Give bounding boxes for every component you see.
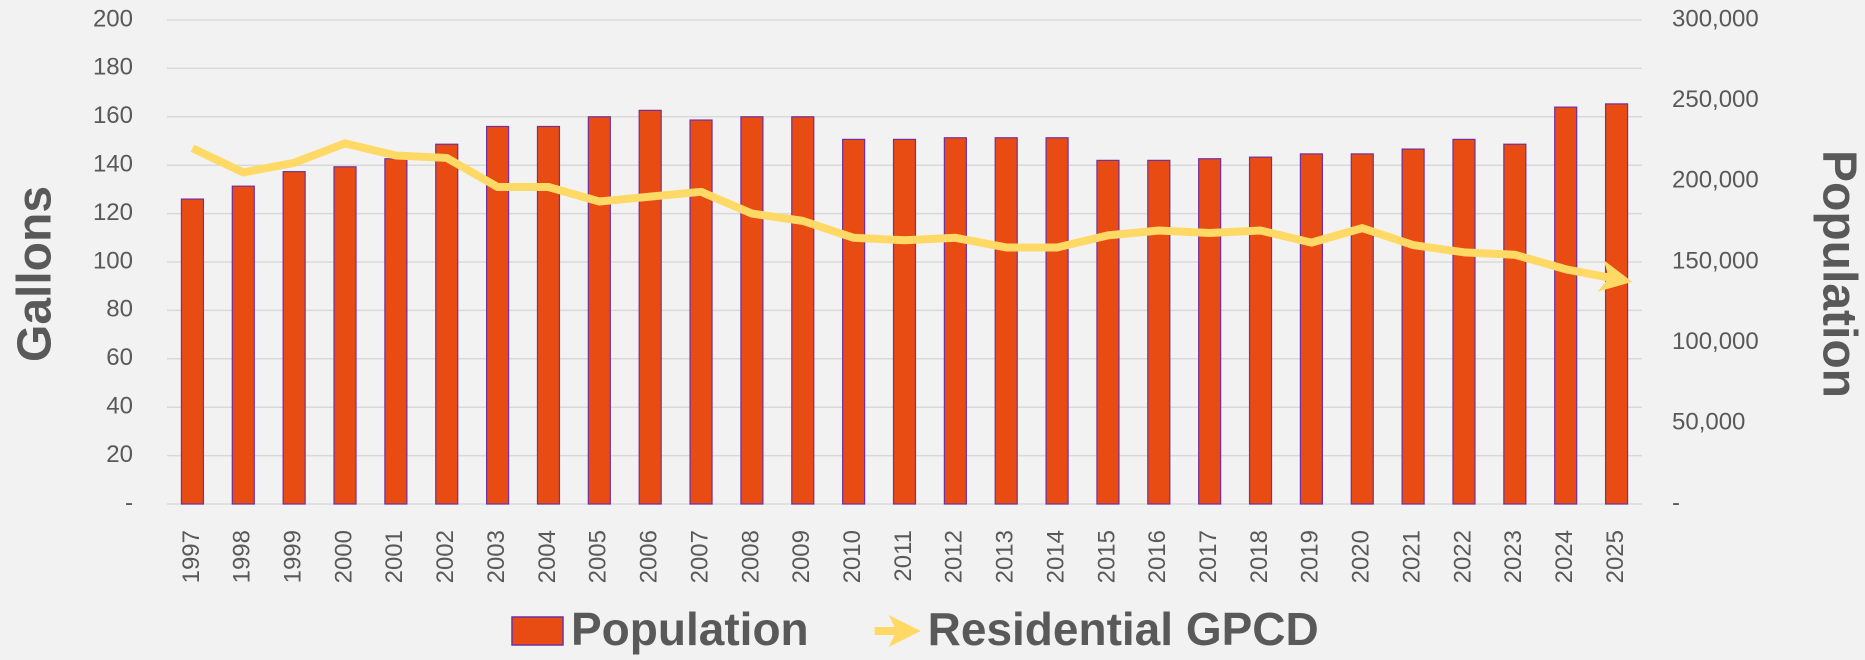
y-tick-label: 80 — [106, 296, 133, 323]
bar — [333, 166, 357, 505]
y2-tick-label: 300,000 — [1672, 5, 1759, 32]
x-tick-label: 2023 — [1500, 530, 1527, 583]
bar — [740, 116, 764, 505]
bar — [384, 158, 408, 505]
x-tick-label: 2013 — [992, 530, 1019, 583]
x-tick-label: 1998 — [229, 530, 256, 583]
bar — [689, 119, 713, 505]
x-tick-label: 2012 — [941, 530, 968, 583]
x-tick-label: 2021 — [1398, 530, 1425, 583]
x-tick-label: 2002 — [432, 530, 459, 583]
legend-label: Residential GPCD — [928, 603, 1319, 655]
bar — [1198, 158, 1222, 505]
y2-tick-label: 250,000 — [1672, 86, 1759, 113]
x-tick-label: 1999 — [279, 530, 306, 583]
y2-tick-label: 150,000 — [1672, 247, 1759, 274]
bar — [1452, 138, 1476, 505]
y-tick-label: 60 — [106, 344, 133, 371]
x-tick-label: 2020 — [1348, 530, 1375, 583]
legend-label: Population — [571, 603, 809, 655]
x-tick-label: 2003 — [483, 530, 510, 583]
y-tick-label: 100 — [93, 247, 133, 274]
bar — [1096, 159, 1120, 505]
x-tick-label: 2015 — [1093, 530, 1120, 583]
bar — [435, 143, 459, 505]
bar — [1299, 153, 1323, 505]
bar — [791, 116, 815, 505]
bar — [638, 109, 662, 505]
bar — [1350, 153, 1374, 505]
bar — [994, 137, 1018, 505]
bar — [1503, 143, 1527, 505]
y-tick-label: 180 — [93, 54, 133, 81]
bar — [180, 198, 205, 505]
bar — [1045, 137, 1069, 505]
x-tick-label: 2010 — [839, 530, 866, 583]
bar — [892, 138, 917, 505]
y2-axis-title: Population — [1812, 150, 1865, 398]
bar — [536, 125, 561, 505]
y-tick-label: 40 — [106, 393, 133, 420]
bar — [587, 116, 611, 505]
legend-swatch — [511, 616, 564, 646]
x-tick-label: 2001 — [381, 530, 408, 583]
y-tick-label: 160 — [93, 102, 133, 129]
y-tick-label: 120 — [93, 199, 133, 226]
bar — [231, 185, 255, 505]
x-tick-label: 2005 — [585, 530, 612, 583]
x-tick-label: 2014 — [1042, 530, 1069, 583]
x-tick-label: 2025 — [1602, 530, 1629, 583]
bar — [1401, 148, 1425, 505]
x-tick-label: 2011 — [890, 530, 917, 582]
bar — [943, 137, 967, 505]
x-tick-label: 2004 — [534, 530, 561, 583]
y2-tick-label: - — [1672, 489, 1680, 516]
bar — [1604, 103, 1629, 505]
x-tick-label: 2018 — [1246, 530, 1273, 583]
x-tick-label: 2008 — [737, 530, 764, 583]
y-tick-label: - — [125, 489, 133, 516]
y2-tick-label: 200,000 — [1672, 167, 1759, 194]
bar — [842, 138, 866, 505]
y2-tick-label: 100,000 — [1672, 328, 1759, 355]
y-tick-label: 200 — [93, 5, 133, 32]
x-tick-label: 1997 — [178, 530, 205, 583]
x-tick-label: 2022 — [1449, 530, 1476, 583]
x-tick-label: 2006 — [636, 530, 663, 583]
y-tick-label: 20 — [106, 441, 133, 468]
bar — [1554, 106, 1578, 505]
bar — [486, 125, 510, 505]
x-tick-label: 2019 — [1297, 530, 1324, 583]
x-tick-label: 2009 — [788, 530, 815, 583]
y-tick-label: 140 — [93, 151, 133, 178]
bar — [282, 171, 306, 505]
y2-tick-label: 50,000 — [1672, 409, 1745, 436]
x-tick-label: 2007 — [686, 530, 713, 583]
x-tick-label: 2017 — [1195, 530, 1222, 583]
line — [190, 139, 1633, 292]
y-axis-title: Gallons — [9, 186, 62, 362]
bar — [1248, 156, 1273, 505]
x-tick-label: 2016 — [1144, 530, 1171, 583]
bar — [1147, 159, 1171, 505]
x-tick-label: 2000 — [330, 530, 357, 583]
x-tick-label: 2024 — [1551, 530, 1578, 583]
